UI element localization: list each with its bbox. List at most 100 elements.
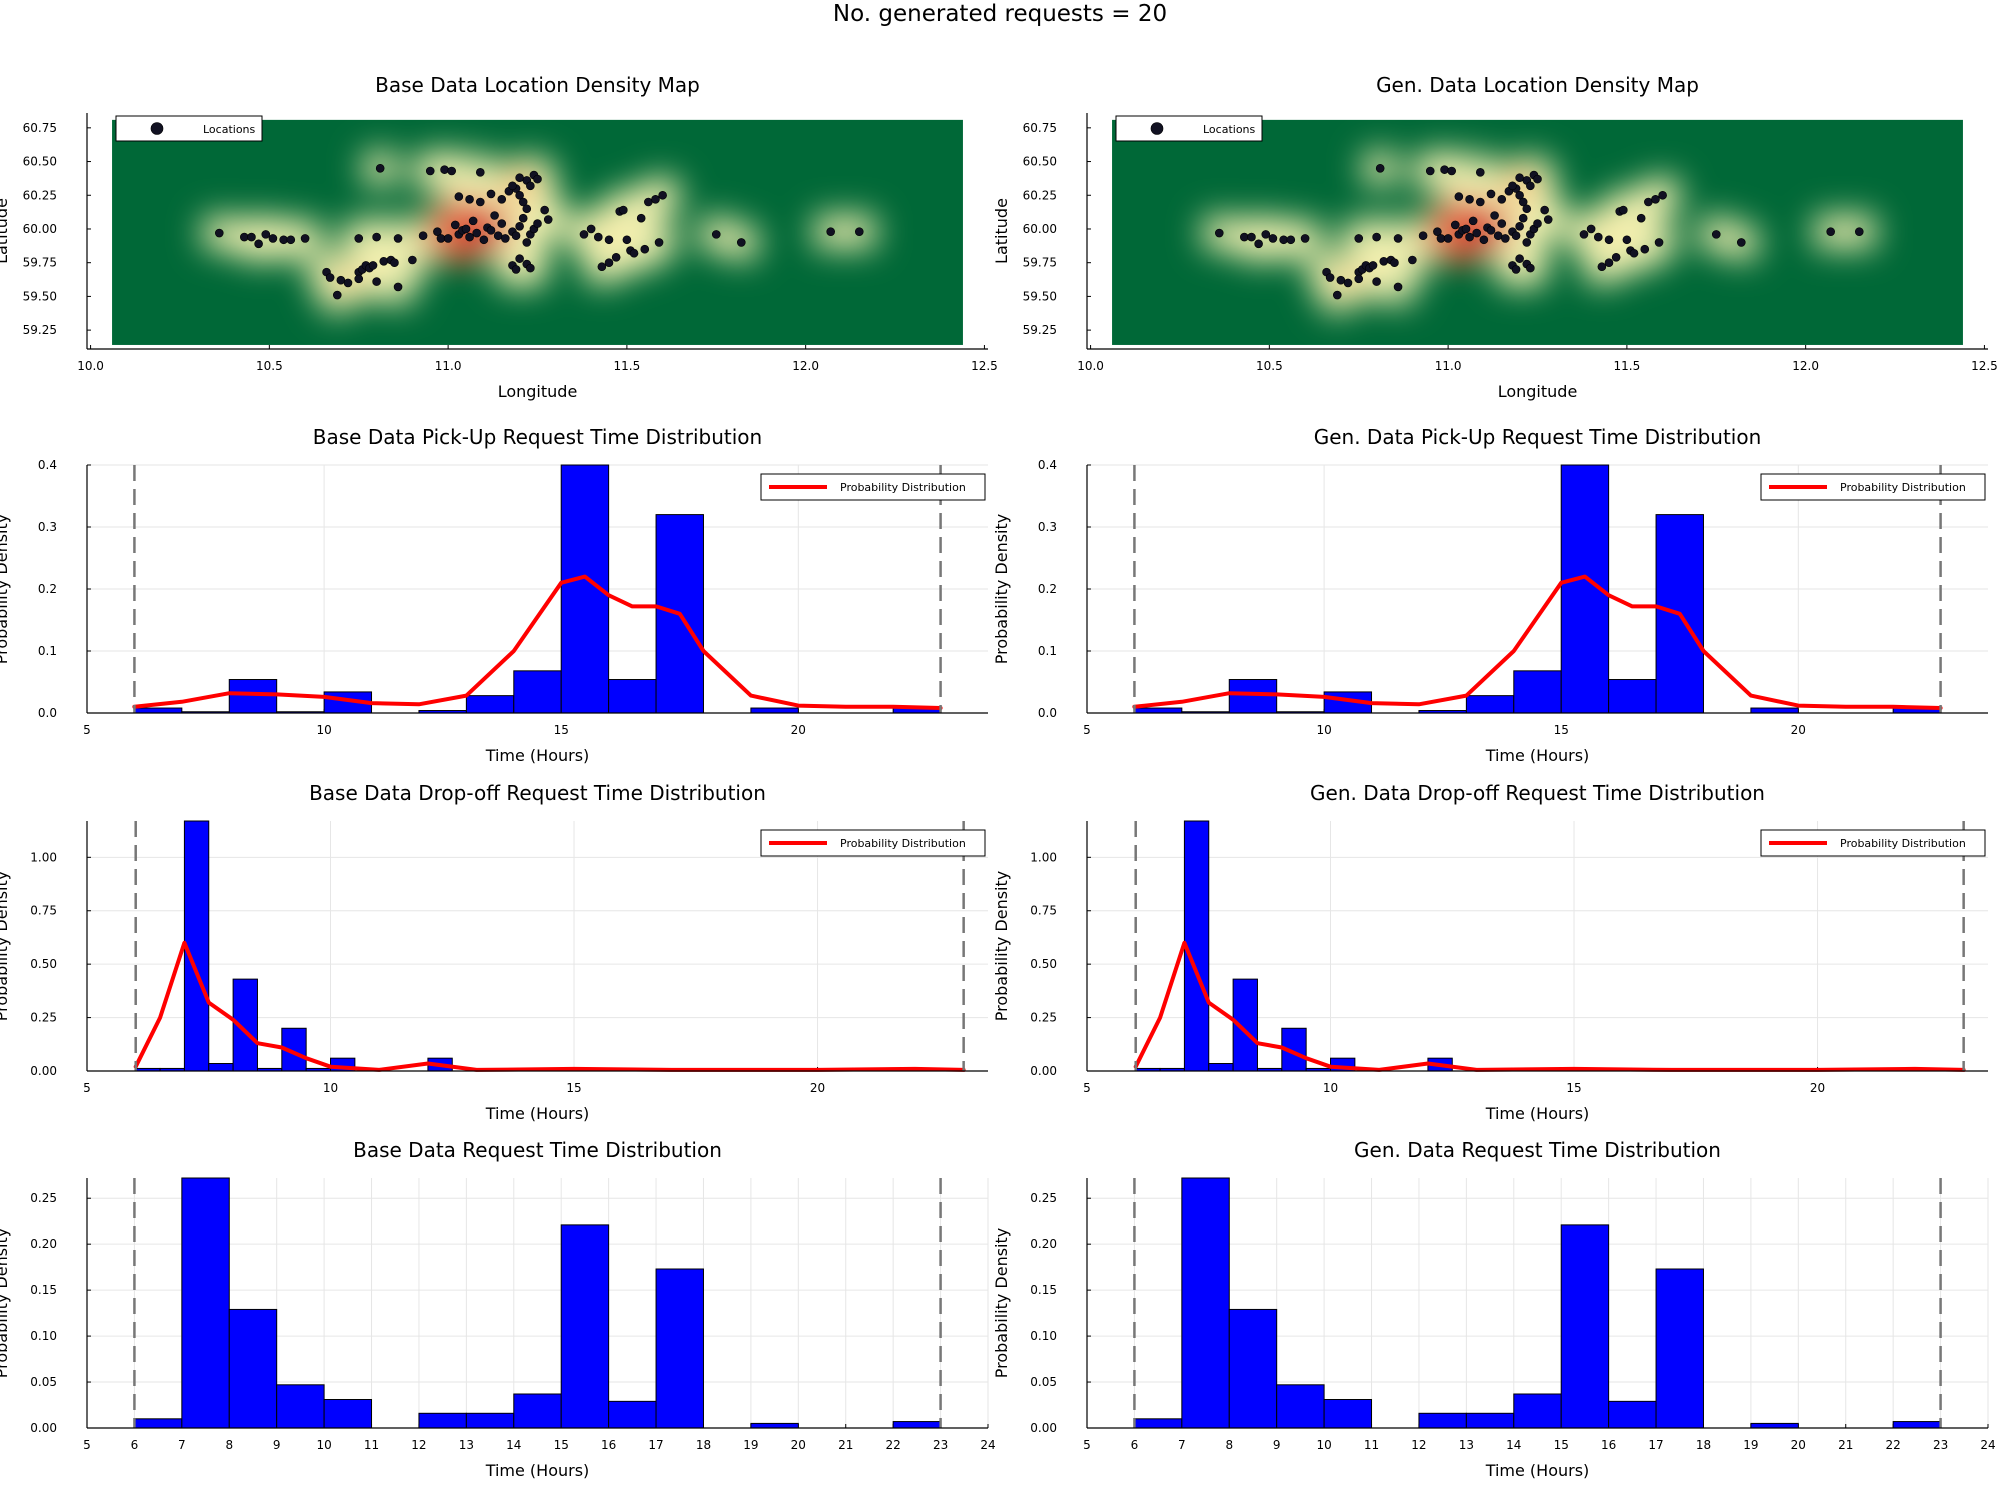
location-point bbox=[1354, 234, 1364, 243]
location-point bbox=[826, 227, 835, 236]
location-point bbox=[1443, 234, 1453, 243]
histogram-bar bbox=[1513, 1393, 1562, 1429]
location-point bbox=[436, 234, 446, 243]
x-tick-label: 22 bbox=[1886, 1438, 1901, 1452]
density-curve bbox=[1132, 574, 1943, 710]
x-tick-label: 16 bbox=[1601, 1438, 1616, 1452]
location-point bbox=[1526, 181, 1535, 191]
x-axis-label: Time (Hours) bbox=[485, 1461, 590, 1480]
x-axis-label: Longitude bbox=[1498, 382, 1578, 401]
x-tick-label: 17 bbox=[648, 1438, 663, 1452]
x-tick-label: 15 bbox=[566, 1081, 581, 1095]
x-tick-label: 16 bbox=[601, 1438, 616, 1452]
location-point bbox=[1475, 168, 1485, 177]
legend-label: Probability Distribution bbox=[840, 481, 966, 494]
density-hotspot bbox=[597, 216, 622, 241]
y-axis-label: Probability Density bbox=[0, 514, 11, 665]
location-point bbox=[247, 232, 256, 242]
location-point bbox=[1440, 165, 1449, 174]
legend: Probability Distribution bbox=[760, 829, 986, 857]
x-tick-label: 10 bbox=[1316, 1438, 1331, 1452]
histogram-bar bbox=[1183, 820, 1210, 1072]
location-point bbox=[1379, 257, 1389, 266]
location-point bbox=[1454, 192, 1464, 201]
location-point bbox=[1425, 166, 1435, 176]
x-tick-label: 10.0 bbox=[1077, 359, 1104, 373]
location-point bbox=[1254, 239, 1263, 249]
location-point bbox=[254, 239, 263, 249]
histogram-bar bbox=[465, 1412, 515, 1429]
x-tick-label: 12.0 bbox=[792, 359, 819, 373]
location-point bbox=[286, 235, 296, 245]
location-point bbox=[440, 165, 449, 174]
location-point bbox=[375, 163, 385, 173]
panel-title: Base Data Location Density Map bbox=[375, 73, 700, 97]
x-tick-label: 7 bbox=[178, 1438, 186, 1452]
location-point bbox=[450, 220, 460, 230]
x-tick-label: 11 bbox=[1364, 1438, 1379, 1452]
location-point bbox=[1247, 232, 1256, 242]
location-point bbox=[515, 190, 524, 200]
y-tick-label: 0.75 bbox=[30, 904, 57, 918]
histogram-bar bbox=[228, 679, 278, 714]
location-point bbox=[497, 195, 507, 204]
y-tick-label: 59.50 bbox=[1023, 289, 1057, 303]
location-point bbox=[372, 232, 381, 242]
location-point bbox=[522, 238, 532, 247]
legend: Probability Distribution bbox=[1760, 473, 1986, 501]
y-tick-label: 0.50 bbox=[30, 957, 57, 971]
x-tick-label: 10 bbox=[1323, 1081, 1338, 1095]
y-tick-label: 0.05 bbox=[1030, 1375, 1057, 1389]
y-tick-label: 0.00 bbox=[1030, 1064, 1057, 1078]
x-tick-label: 5 bbox=[1083, 1081, 1091, 1095]
y-tick-label: 0.50 bbox=[1030, 957, 1057, 971]
histogram-bar bbox=[1133, 707, 1183, 714]
location-point bbox=[1468, 216, 1478, 226]
location-point bbox=[1640, 244, 1650, 254]
x-tick-label: 20 bbox=[1791, 723, 1806, 737]
legend-label: Probability Distribution bbox=[840, 837, 966, 850]
location-point bbox=[1515, 221, 1524, 231]
y-tick-label: 0.25 bbox=[1030, 1191, 1057, 1205]
location-point bbox=[586, 224, 596, 234]
x-tick-label: 10.5 bbox=[1256, 359, 1283, 373]
x-axis-label: Time (Hours) bbox=[1485, 746, 1590, 765]
histogram-bar bbox=[133, 1418, 183, 1429]
location-point bbox=[622, 235, 632, 245]
x-tick-label: 10 bbox=[316, 1438, 331, 1452]
location-point bbox=[1461, 224, 1471, 234]
location-point bbox=[1393, 282, 1403, 292]
histogram-bar bbox=[418, 1412, 467, 1429]
x-axis-label: Longitude bbox=[498, 382, 578, 401]
location-point bbox=[425, 166, 435, 176]
location-point bbox=[640, 244, 650, 254]
location-point bbox=[540, 205, 549, 215]
location-point bbox=[490, 211, 499, 220]
panel-pickup_base: Base Data Pick-Up Request Time Distribut… bbox=[0, 425, 988, 765]
histogram-bar bbox=[1181, 1177, 1230, 1429]
location-point bbox=[515, 173, 524, 183]
x-tick-label: 18 bbox=[696, 1438, 711, 1452]
location-point bbox=[1279, 235, 1288, 245]
histogram-bar bbox=[1276, 1384, 1325, 1429]
location-point bbox=[268, 234, 278, 243]
histogram-bar bbox=[513, 1393, 562, 1429]
y-tick-label: 60.00 bbox=[1023, 222, 1057, 236]
location-point bbox=[1300, 234, 1310, 243]
y-tick-label: 0.20 bbox=[30, 1237, 57, 1251]
y-tick-label: 0.4 bbox=[38, 458, 57, 472]
location-point bbox=[1511, 231, 1521, 241]
x-tick-label: 11.0 bbox=[1435, 359, 1462, 373]
x-tick-label: 11.5 bbox=[614, 359, 641, 373]
x-tick-label: 19 bbox=[743, 1438, 758, 1452]
location-point bbox=[654, 238, 664, 247]
x-tick-label: 20 bbox=[810, 1081, 825, 1095]
y-tick-label: 0.25 bbox=[30, 1011, 57, 1025]
location-point bbox=[543, 215, 553, 224]
location-point bbox=[1522, 238, 1532, 247]
panel-request_base: Base Data Request Time Distribution Time … bbox=[0, 1138, 996, 1480]
x-tick-label: 10 bbox=[1316, 723, 1331, 737]
x-tick-label: 15 bbox=[554, 723, 569, 737]
location-point bbox=[1644, 197, 1653, 207]
location-point bbox=[475, 197, 485, 207]
